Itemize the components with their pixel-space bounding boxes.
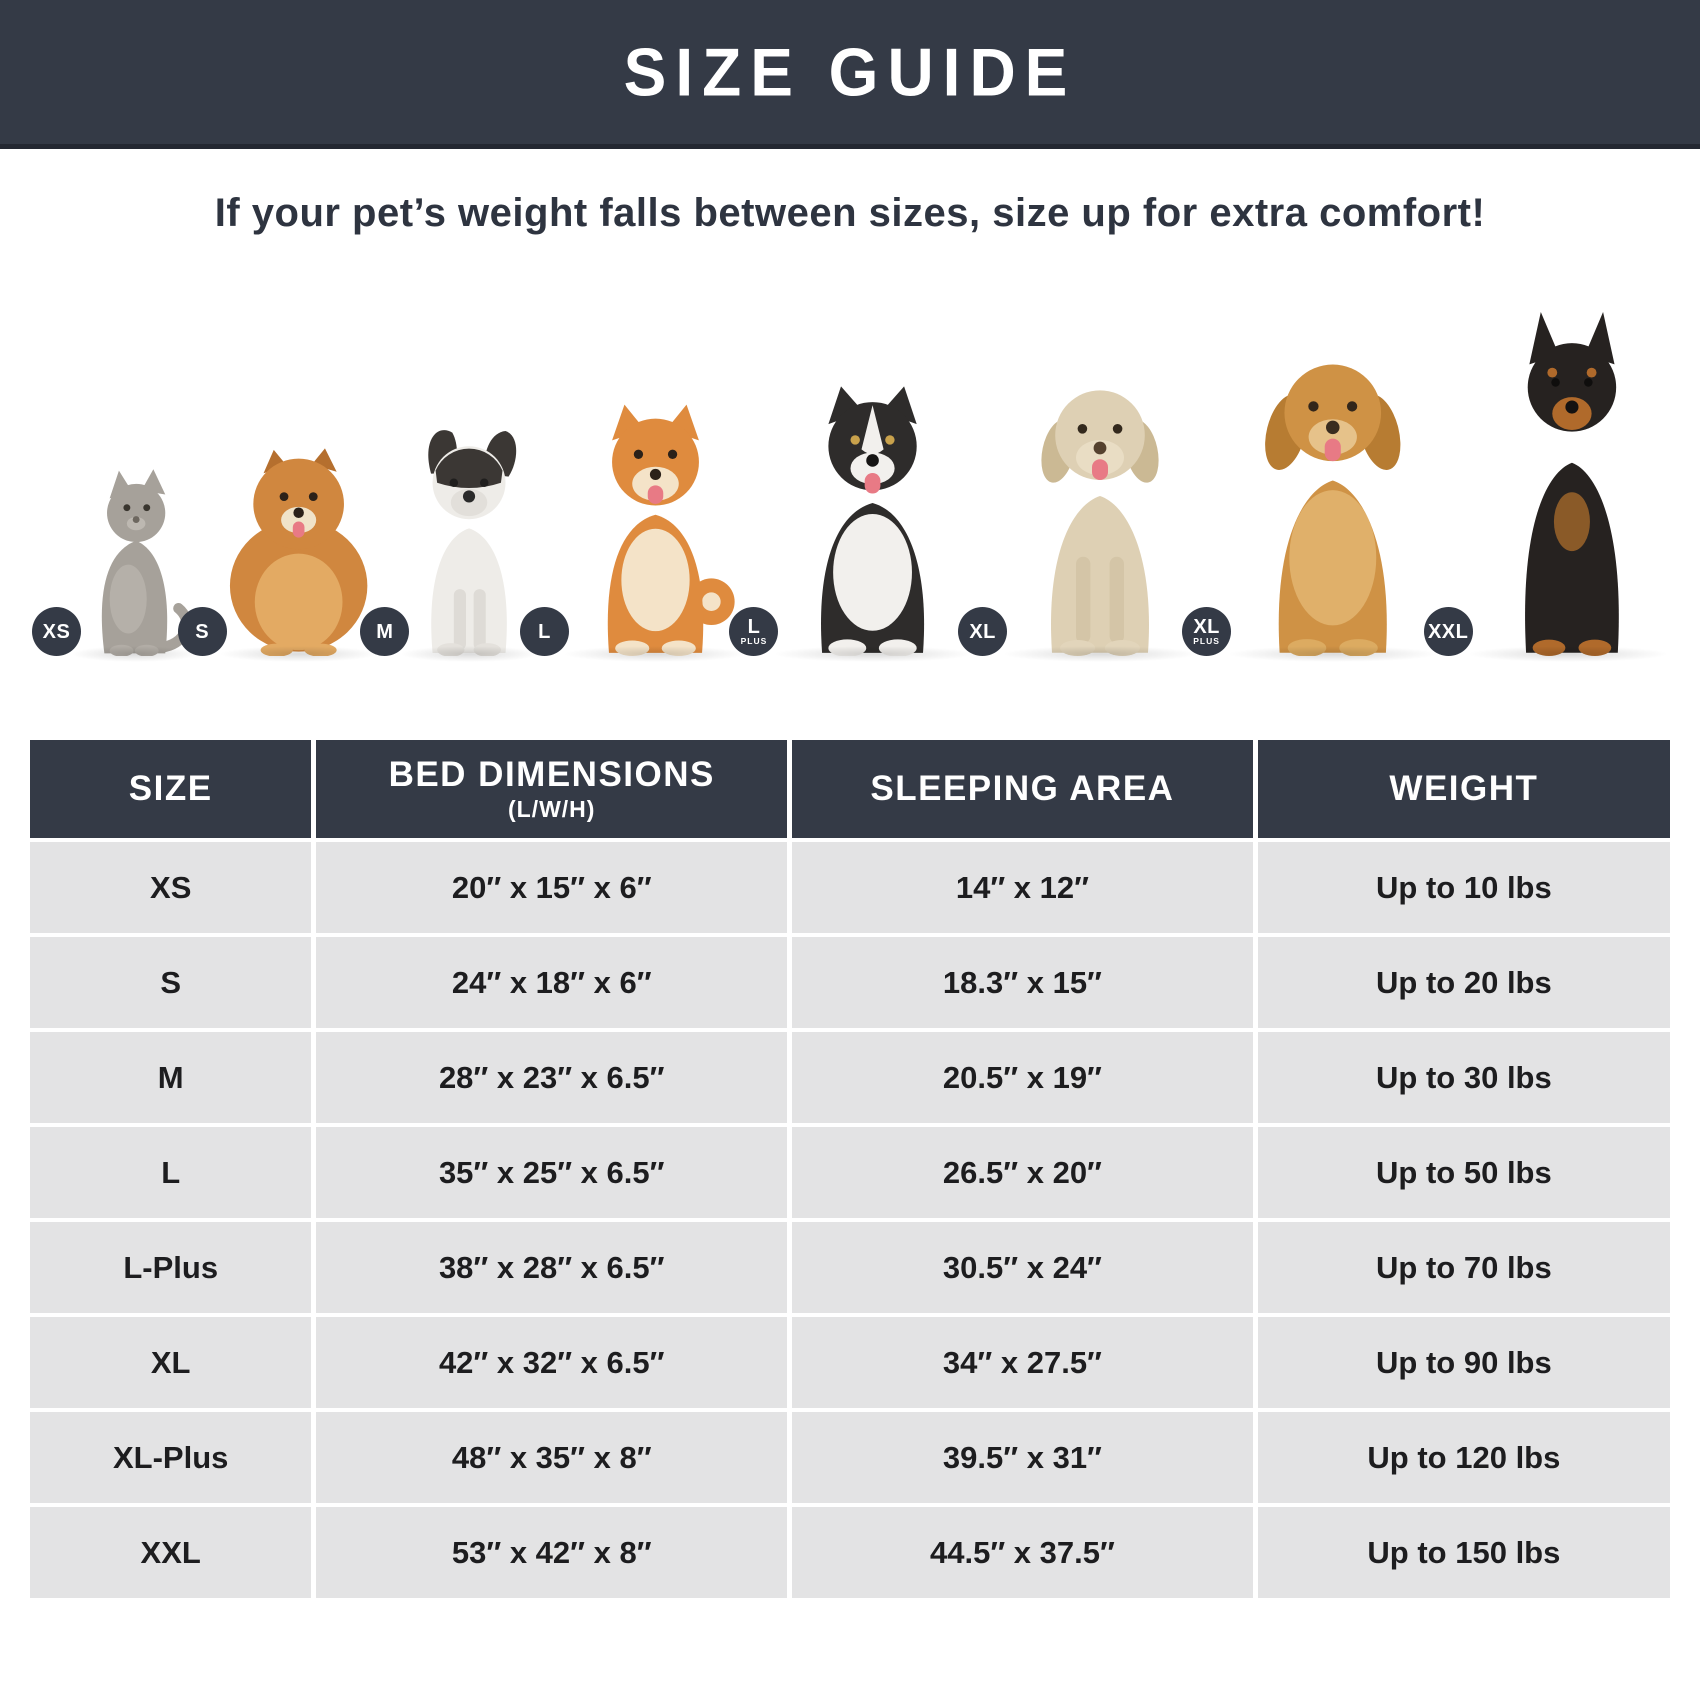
size-badge-m: M [360,607,410,656]
cell-bed: 35″ x 25″ x 6.5″ [316,1127,788,1218]
size-badge-s: S [177,607,227,656]
banner: SIZE GUIDE [0,0,1700,149]
cell-sleep: 26.5″ x 20″ [792,1127,1253,1218]
pet-border-collie: L PLUS [729,380,988,662]
pet-shadow [218,646,380,662]
cell-size: L-Plus [30,1222,312,1313]
pet-shadow [773,646,975,662]
column-header-sleeping-area: SLEEPING AREA [792,740,1253,838]
cell-bed: 42″ x 32″ x 6.5″ [316,1317,788,1408]
labrador-illustration [1041,390,1159,656]
pet-golden-retriever: XL PLUS [1182,342,1454,662]
column-sublabel: (L/W/H) [507,796,596,822]
french-bulldog-illustration [428,430,517,656]
cell-sleep: 20.5″ x 19″ [792,1032,1253,1123]
size-badge-sublabel: PLUS [740,636,768,646]
cell-bed: 28″ x 23″ x 6.5″ [316,1032,788,1123]
cell-weight: Up to 30 lbs [1257,1032,1670,1123]
size-badge-xxl: XXL [1423,607,1473,656]
doberman-illustration [1524,312,1619,656]
cell-weight: Up to 90 lbs [1257,1317,1670,1408]
subtitle-text: If your pet’s weight falls between sizes… [214,191,1486,235]
cell-bed: 20″ x 15″ x 6″ [316,842,788,933]
column-label: SIZE [128,768,213,808]
size-badge-xs: XS [32,607,81,656]
pet-labrador: XL [958,368,1212,662]
cell-sleep: 39.5″ x 31″ [792,1412,1253,1503]
column-label: SLEEPING AREA [870,768,1175,808]
size-badge-label: XL [969,620,996,643]
size-badge-label: XXL [1427,620,1469,643]
cell-weight: Up to 150 lbs [1257,1507,1670,1598]
size-badge-l: L [519,607,569,656]
pet-shiba-inu: L [519,400,759,662]
size-table: SIZE BED DIMENSIONS (L/W/H) SLEEPING ARE… [30,740,1670,1598]
cell-weight: Up to 120 lbs [1257,1412,1670,1503]
column-label: WEIGHT [1389,768,1539,808]
golden-retriever-illustration [1265,364,1401,656]
cell-sleep: 14″ x 12″ [792,842,1253,933]
cell-bed: 48″ x 35″ x 8″ [316,1412,788,1503]
size-badge-label: XS [42,620,71,643]
cell-size: XL-Plus [30,1412,312,1503]
size-badge-label: L [747,616,761,638]
pet-french-bulldog: M [360,428,550,662]
column-header-weight: WEIGHT [1257,740,1670,838]
shiba-inu-illustration [607,404,735,656]
size-badge-l-plus: L PLUS [729,607,779,656]
page-title: SIZE GUIDE [623,33,1077,111]
cell-size: S [30,937,312,1028]
pets-row: XS S [0,294,1700,662]
cell-bed: 38″ x 28″ x 6.5″ [316,1222,788,1313]
cell-sleep: 18.3″ x 15″ [792,937,1253,1028]
pet-shadow [562,646,747,662]
column-label: BED DIMENSIONS [388,755,715,794]
cell-size: XL [30,1317,312,1408]
cell-size: L [30,1127,312,1218]
cell-size: XS [30,842,312,933]
size-badge-label: XL [1193,616,1220,638]
cell-weight: Up to 10 lbs [1257,842,1670,933]
size-badge-label: M [376,620,394,643]
pet-cat: XS [32,464,208,662]
column-header-size: SIZE [30,740,312,838]
pet-shadow [1467,646,1670,662]
pet-shadow [70,646,199,662]
cell-size: M [30,1032,312,1123]
cell-sleep: 34″ x 27.5″ [792,1317,1253,1408]
size-badge-label: S [195,620,210,643]
cell-weight: Up to 20 lbs [1257,937,1670,1028]
cell-size: XXL [30,1507,312,1598]
pet-doberman: XXL [1423,312,1683,662]
pomeranian-illustration [229,448,367,656]
border-collie-illustration [821,386,925,656]
column-header-bed-dimensions: BED DIMENSIONS (L/W/H) [316,740,788,838]
cell-sleep: 30.5″ x 24″ [792,1222,1253,1313]
cell-weight: Up to 70 lbs [1257,1222,1670,1313]
size-badge-xl-plus: XL PLUS [1182,607,1232,656]
size-badge-label: L [538,620,551,643]
pet-shadow [399,646,541,662]
cell-sleep: 44.5″ x 37.5″ [792,1507,1253,1598]
cell-weight: Up to 50 lbs [1257,1127,1670,1218]
pet-shadow [1001,646,1199,662]
cat-illustration [101,469,192,656]
size-badge-xl: XL [958,607,1008,656]
size-badge-sublabel: PLUS [1193,636,1220,646]
pet-shadow [1226,646,1440,662]
pet-pomeranian: S [177,444,391,662]
cell-bed: 53″ x 42″ x 8″ [316,1507,788,1598]
cell-bed: 24″ x 18″ x 6″ [316,937,788,1028]
